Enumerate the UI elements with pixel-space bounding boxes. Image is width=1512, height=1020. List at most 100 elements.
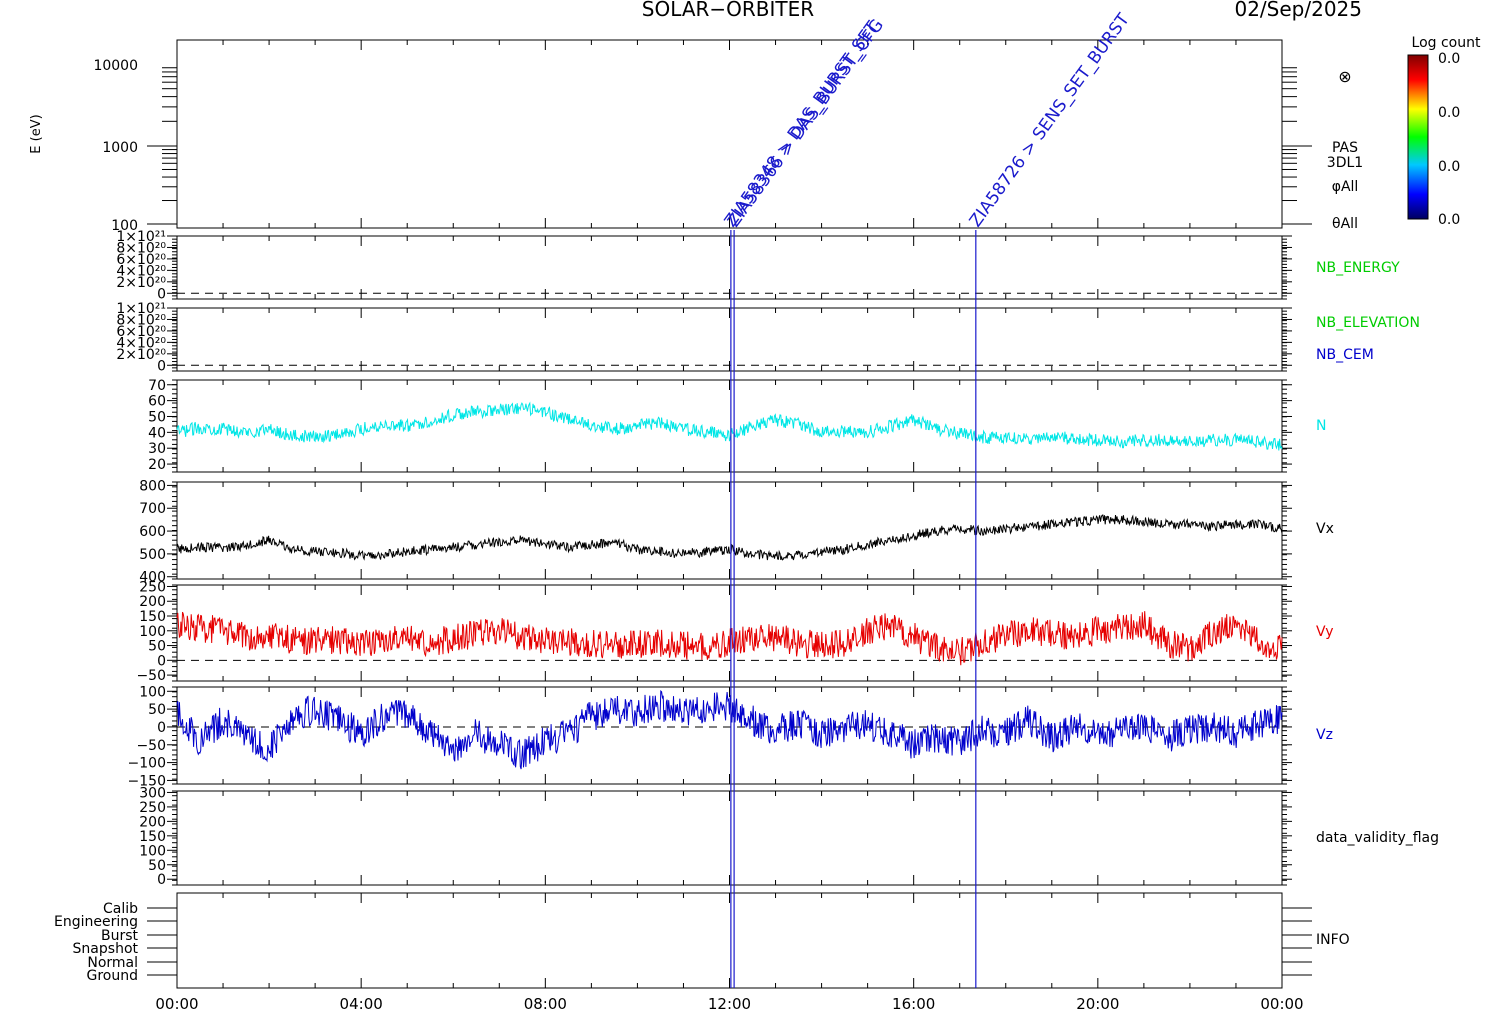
y-tick-label: 40 <box>148 425 166 441</box>
spectrogram-tick-1000: 1000 <box>102 140 138 156</box>
y-tick-label: 250 <box>139 579 166 595</box>
label-nb-cem: NB_CEM <box>1316 347 1374 363</box>
y-tick-label: 1×10²¹ <box>116 229 166 245</box>
mode-panel <box>176 892 1283 989</box>
y-tick-label: 200 <box>139 814 166 830</box>
y-tick-label: −150 <box>128 773 166 789</box>
y-tick-label: 8×10²⁰ <box>116 312 166 328</box>
x-tick-label: 04:00 <box>340 995 383 1013</box>
colorbar-tick-label: 0.0 <box>1438 51 1460 67</box>
y-tick-label: 1×10²¹ <box>116 301 166 317</box>
mode-label: Normal <box>87 955 138 971</box>
y-tick-label: 50 <box>148 858 166 874</box>
y-tick-label: 4×10²⁰ <box>116 335 166 351</box>
event-label: ZIA58726 > SENS_SET_BURST <box>966 10 1134 231</box>
label-validity: data_validity_flag <box>1316 830 1439 846</box>
colorbar-tick-label: 0.0 <box>1438 212 1460 228</box>
y-tick-label: 100 <box>139 843 166 859</box>
y-tick-label: 0 <box>157 653 166 669</box>
spectrogram-tick-100: 100 <box>111 218 138 234</box>
y-tick-label: 2×10²⁰ <box>116 347 166 363</box>
y-tick-label: 6×10²⁰ <box>116 324 166 340</box>
x-tick-label: 00:00 <box>1260 995 1303 1013</box>
panel-frame <box>176 790 1283 886</box>
label-nb-energy: NB_ENERGY <box>1316 260 1400 276</box>
spectrogram-panel <box>176 39 1283 229</box>
y-tick-label: 800 <box>139 478 166 494</box>
series-line-n <box>176 401 1283 451</box>
y-tick-label: 100 <box>139 684 166 700</box>
y-tick-label: 250 <box>139 800 166 816</box>
label-n: N <box>1316 418 1326 434</box>
label-pas: PAS <box>1332 140 1358 156</box>
label-info: INFO <box>1316 932 1350 948</box>
y-tick-label: 100 <box>139 624 166 640</box>
y-tick-label: 150 <box>139 609 166 625</box>
y-tick-label: −100 <box>128 756 166 772</box>
mode-label: Calib <box>103 901 138 917</box>
y-tick-label: −50 <box>136 738 166 754</box>
label-vx: Vx <box>1316 521 1334 537</box>
y-tick-label: 0 <box>157 720 166 736</box>
colorbar-tick-label: 0.0 <box>1438 159 1460 175</box>
y-tick-label: 6×10²⁰ <box>116 252 166 268</box>
label-theta: θAll <box>1332 216 1358 232</box>
event-label: ZIA58366 > DAS_BURST_CFG <box>724 16 888 231</box>
y-tick-label: 50 <box>148 639 166 655</box>
label-phi: φAll <box>1332 179 1359 195</box>
y-tick-label: 300 <box>139 785 166 801</box>
date-title: 02/Sep/2025 <box>1234 0 1362 21</box>
y-tick-label: 20 <box>148 457 166 473</box>
mode-label: Ground <box>87 968 139 984</box>
mode-labels: CalibEngineeringBurstSnapshotNormalGroun… <box>54 901 1312 984</box>
x-tick-label: 08:00 <box>524 995 567 1013</box>
panel-Vz: 100 50 0 −50 −100−150 <box>128 684 1292 789</box>
colorbar-ticks: 0.0 0.0 0.0 0.0 <box>1438 51 1460 228</box>
mode-label: Engineering <box>54 914 138 930</box>
spectrogram-tick-10000: 10000 <box>93 58 138 74</box>
y-tick-label: 70 <box>148 378 166 394</box>
mission-title: SOLAR−ORBITER <box>642 0 814 21</box>
y-tick-label: 500 <box>139 547 166 563</box>
y-tick-label: 150 <box>139 829 166 845</box>
series-line-vy <box>176 611 1283 666</box>
y-tick-label: 700 <box>139 501 166 517</box>
y-tick-label: 400 <box>139 570 166 586</box>
time-series-panels: 1×10²¹8×10²⁰6×10²⁰4×10²⁰2×10²⁰01×10²¹8×1… <box>116 229 1292 888</box>
x-tick-label: 12:00 <box>708 995 751 1013</box>
series-line-vx <box>176 514 1283 561</box>
y-tick-label: 2×10²⁰ <box>116 275 166 291</box>
y-tick-label: 60 <box>148 394 166 410</box>
y-tick-label: 200 <box>139 594 166 610</box>
mode-label: Snapshot <box>73 941 139 957</box>
spectrogram-ylabel: E (eV) <box>29 114 44 153</box>
panel-frame <box>176 686 1283 785</box>
y-tick-label: 50 <box>148 409 166 425</box>
panel-Vx: 800 700 600 500 400 <box>139 478 1292 586</box>
label-nb-elevation: NB_ELEVATION <box>1316 315 1420 331</box>
panel-frame <box>176 481 1283 580</box>
y-tick-label: 600 <box>139 524 166 540</box>
x-tick-label: 20:00 <box>1076 995 1119 1013</box>
label-vy: Vy <box>1316 624 1334 640</box>
panel-frame <box>176 379 1283 473</box>
y-tick-label: −50 <box>136 668 166 684</box>
mode-label: Burst <box>101 928 139 944</box>
time-axis: 00:00 04:00 08:00 12:00 16:00 20:00 00:00 <box>155 40 1304 1013</box>
y-tick-label: 0 <box>157 872 166 888</box>
x-tick-label: 00:00 <box>155 995 198 1013</box>
y-tick-label: 30 <box>148 441 166 457</box>
y-tick-label: 0 <box>157 358 166 374</box>
y-tick-label: 0 <box>157 286 166 302</box>
spectrogram-axis-ticks <box>147 67 1312 225</box>
series-line-vz <box>176 690 1283 770</box>
label-vz: Vz <box>1316 727 1333 743</box>
y-tick-label: 4×10²⁰ <box>116 263 166 279</box>
